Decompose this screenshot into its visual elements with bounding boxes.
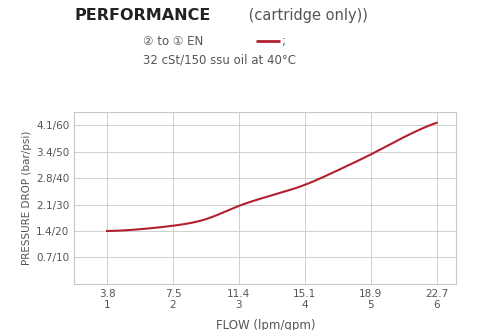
Text: ② to ① EN: ② to ① EN <box>143 35 207 48</box>
Text: 32 cSt/150 ssu oil at 40°C: 32 cSt/150 ssu oil at 40°C <box>143 53 296 66</box>
X-axis label: FLOW (lpm/gpm): FLOW (lpm/gpm) <box>216 318 315 330</box>
Text: (cartridge only)): (cartridge only)) <box>244 8 368 23</box>
Text: ;: ; <box>281 35 285 48</box>
Text: PERFORMANCE: PERFORMANCE <box>74 8 210 23</box>
Y-axis label: PRESSURE DROP (bar/psi): PRESSURE DROP (bar/psi) <box>22 131 32 265</box>
